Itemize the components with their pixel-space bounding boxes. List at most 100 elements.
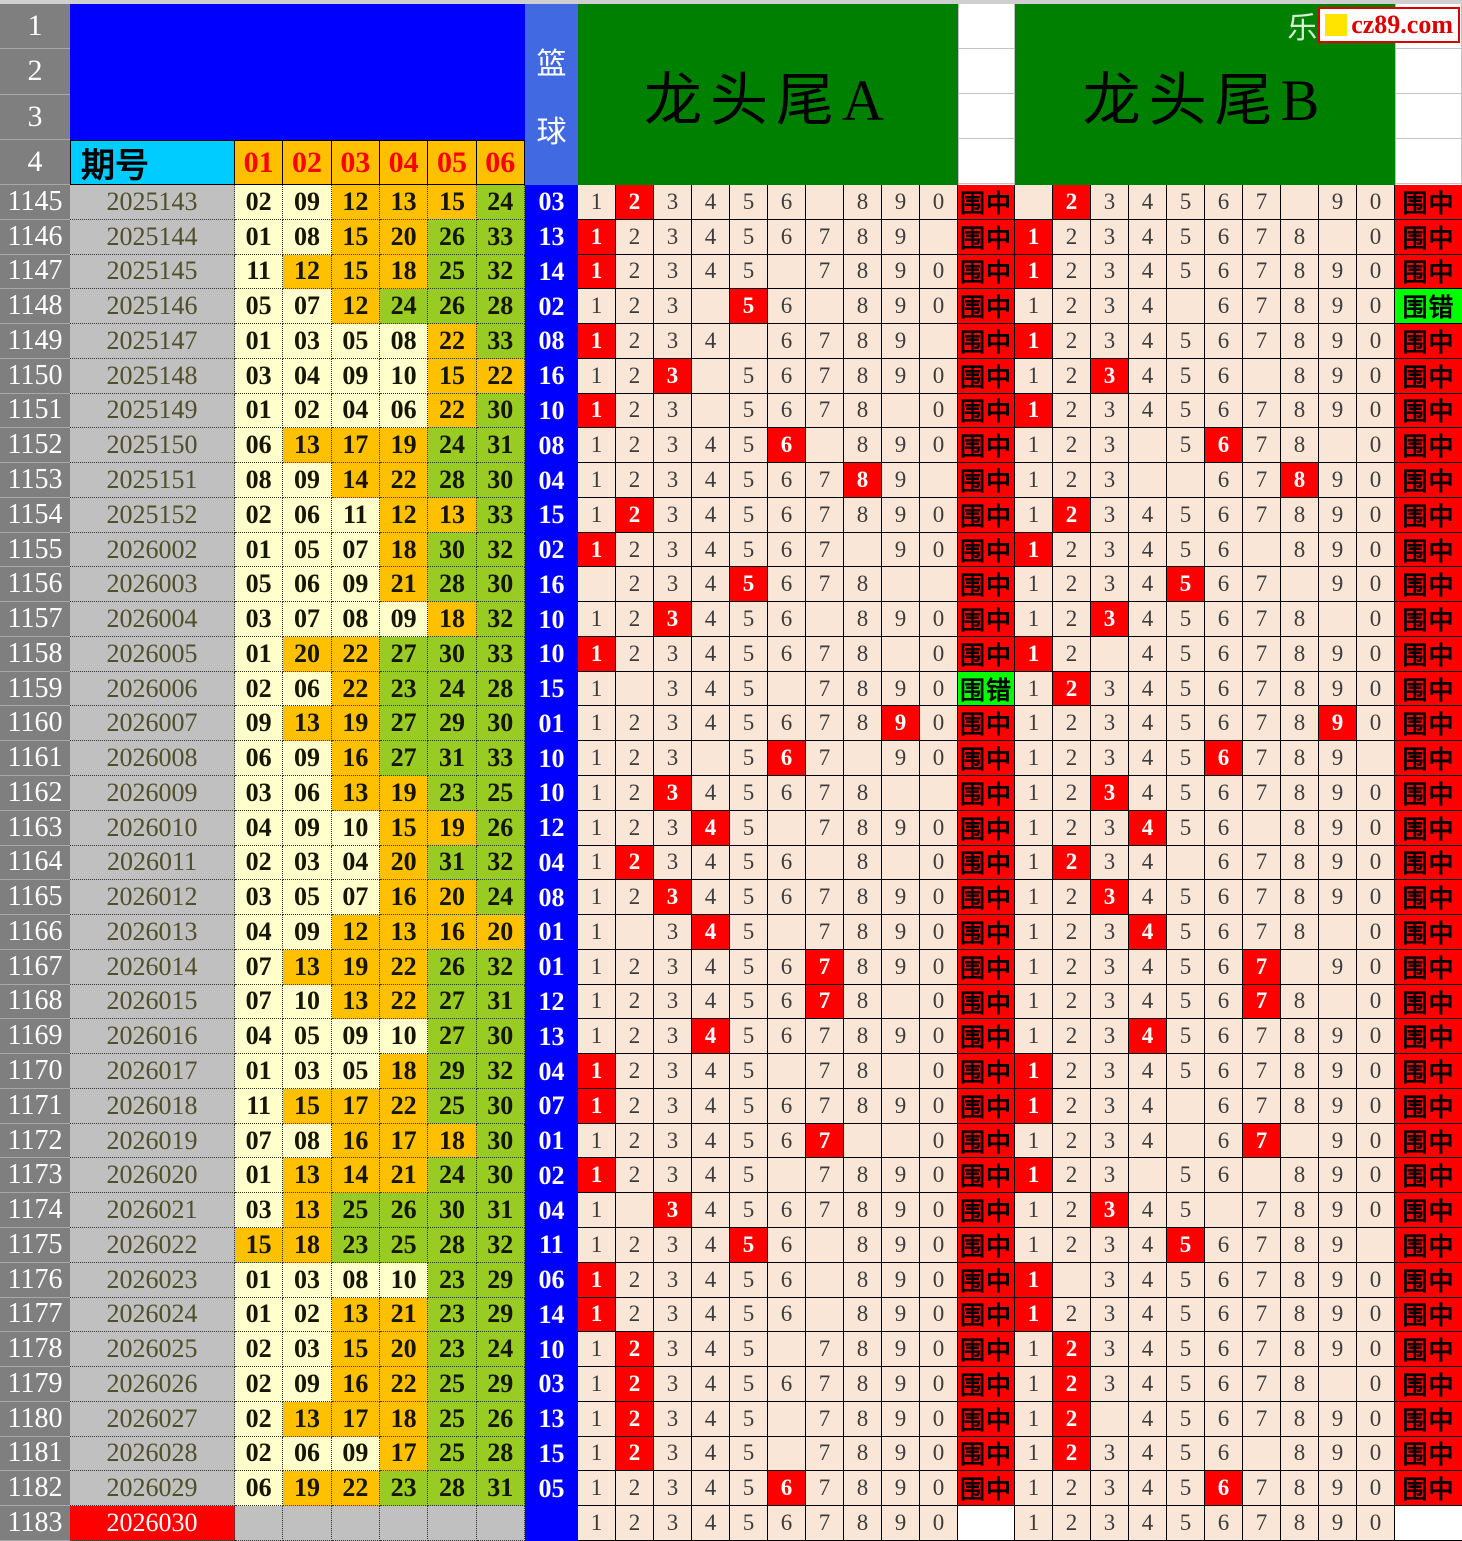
result-cell-b: 围中 [1394, 741, 1462, 777]
ball-cell: 27 [379, 706, 429, 742]
ball-cell: 12 [331, 915, 380, 950]
digit-cell-a: 0 [919, 1367, 958, 1402]
digit-cell-a: 0 [919, 1401, 958, 1437]
digit-cell-b: 1 [1014, 706, 1053, 742]
digit-cell-a: 7 [805, 532, 844, 568]
blue-ball-cell: 01 [524, 706, 578, 742]
ball-cell: 30 [476, 567, 525, 603]
digit-cell-b: 9 [1318, 1332, 1357, 1368]
digit-cell-b: 8 [1280, 428, 1319, 464]
ball-cell: 09 [283, 810, 332, 846]
ball-cell: 32 [476, 1227, 525, 1263]
digit-cell-a: 2 [615, 1019, 654, 1055]
ball-cell: 22 [379, 1367, 429, 1402]
digit-cell-a: 7 [805, 393, 844, 429]
digit-cell-b: 0 [1356, 1332, 1395, 1368]
digit-cell-b [1318, 219, 1357, 255]
digit-cell-a: 5 [729, 1332, 768, 1368]
digit-cell-a: 3 [653, 254, 692, 290]
digit-cell-b: 5 [1166, 1367, 1205, 1402]
row-number: 1179 [0, 1367, 70, 1402]
digit-cell-a: 7 [805, 324, 844, 359]
digit-cell-a: 5 [729, 1158, 768, 1194]
ball-cell: 21 [379, 567, 429, 603]
ball-cell: 28 [476, 289, 525, 325]
ball-cell: 09 [283, 915, 332, 950]
row-number: 1157 [0, 602, 70, 637]
digit-cell-a: 0 [919, 1297, 958, 1333]
digit-cell-a: 7 [805, 463, 844, 498]
digit-cell-a [881, 845, 920, 881]
digit-cell-b: 4 [1128, 1193, 1167, 1228]
digit-cell-b: 1 [1014, 636, 1053, 672]
digit-cell-b: 4 [1128, 567, 1167, 603]
logo-prefix-char: 乐 [1287, 12, 1318, 45]
digit-cell-b: 9 [1318, 845, 1357, 881]
ball-column-header-05: 05 [428, 140, 477, 185]
digit-cell-a: 9 [881, 324, 920, 359]
digit-cell-a: 4 [691, 810, 730, 846]
digit-cell-b: 7 [1242, 1401, 1281, 1437]
digit-cell-a [919, 776, 958, 811]
site-logo[interactable]: 乐 cz89.com [1287, 3, 1460, 47]
digit-cell-a: 1 [577, 1019, 616, 1055]
digit-cell-b: 5 [1166, 1019, 1205, 1055]
digit-cell-b [1242, 1158, 1281, 1194]
digit-cell-b: 3 [1090, 1436, 1129, 1472]
digit-cell-a [881, 393, 920, 429]
digit-cell-b: 4 [1128, 1436, 1167, 1472]
digit-cell-a: 8 [843, 1227, 882, 1263]
ball-cell: 15 [428, 185, 477, 220]
period-cell: 2025151 [70, 463, 235, 498]
digit-cell-b: 5 [1166, 1054, 1205, 1089]
ball-cell: 32 [476, 532, 525, 568]
ball-cell: 28 [476, 671, 525, 707]
digit-cell-a: 5 [729, 1193, 768, 1228]
digit-cell-b: 5 [1166, 497, 1205, 533]
digit-cell-a: 7 [805, 776, 844, 811]
result-cell-b: 围中 [1394, 532, 1462, 568]
digit-cell-b: 5 [1166, 1471, 1205, 1507]
blue-ball-cell: 10 [524, 1332, 578, 1368]
digit-cell-b: 9 [1318, 1123, 1357, 1159]
row-number: 1177 [0, 1297, 70, 1333]
data-row: 1174 2026021 03 13 25 26 30 31 04 1 3 4 5 6 7 8 9 0 围中 1 2 3 4… [0, 1193, 1462, 1228]
digit-cell-a: 1 [577, 1054, 616, 1089]
digit-cell-b: 0 [1356, 1262, 1395, 1298]
digit-cell-a: 6 [767, 1297, 806, 1333]
digit-cell-a: 6 [767, 289, 806, 325]
digit-cell-b: 8 [1280, 219, 1319, 255]
digit-cell-a: 3 [653, 671, 692, 707]
result-cell-b: 围中 [1394, 602, 1462, 637]
digit-cell-b: 0 [1356, 1436, 1395, 1472]
result-cell-b: 围中 [1394, 1193, 1462, 1228]
digit-cell-b: 6 [1204, 1506, 1243, 1541]
digit-cell-b: 7 [1242, 1227, 1281, 1263]
digit-cell-b: 2 [1052, 185, 1091, 220]
ball-cell: 11 [331, 497, 380, 533]
ball-cell: 19 [283, 1471, 332, 1507]
ball-cell: 18 [283, 1227, 332, 1263]
digit-cell-a: 2 [615, 567, 654, 603]
digit-cell-b [1356, 741, 1395, 777]
ball-cell: 08 [283, 1123, 332, 1159]
digit-cell-a: 8 [843, 880, 882, 916]
ball-cell: 26 [379, 1193, 429, 1228]
digit-cell-a: 3 [653, 984, 692, 1020]
digit-cell-a: 8 [843, 949, 882, 985]
ball-column-header-03: 03 [331, 140, 380, 185]
ball-cell: 12 [283, 254, 332, 290]
blue-ball-header-char-1: 篮 [536, 47, 567, 81]
row-number: 1173 [0, 1158, 70, 1194]
digit-cell-a: 2 [615, 1158, 654, 1194]
digit-cell-a: 4 [691, 984, 730, 1020]
digit-cell-a: 0 [919, 636, 958, 672]
digit-cell-b: 1 [1014, 1471, 1053, 1507]
digit-cell-a: 0 [919, 949, 958, 985]
digit-cell-b [1204, 1193, 1243, 1228]
digit-cell-b: 2 [1052, 1054, 1091, 1089]
digit-cell-b [1318, 428, 1357, 464]
digit-cell-a: 1 [577, 1158, 616, 1194]
ball-cell: 25 [428, 1436, 477, 1472]
data-row: 1179 2026026 02 09 16 22 25 29 03 1 2 3 4 5 6 7 8 9 0 围中 1 2 3… [0, 1367, 1462, 1402]
